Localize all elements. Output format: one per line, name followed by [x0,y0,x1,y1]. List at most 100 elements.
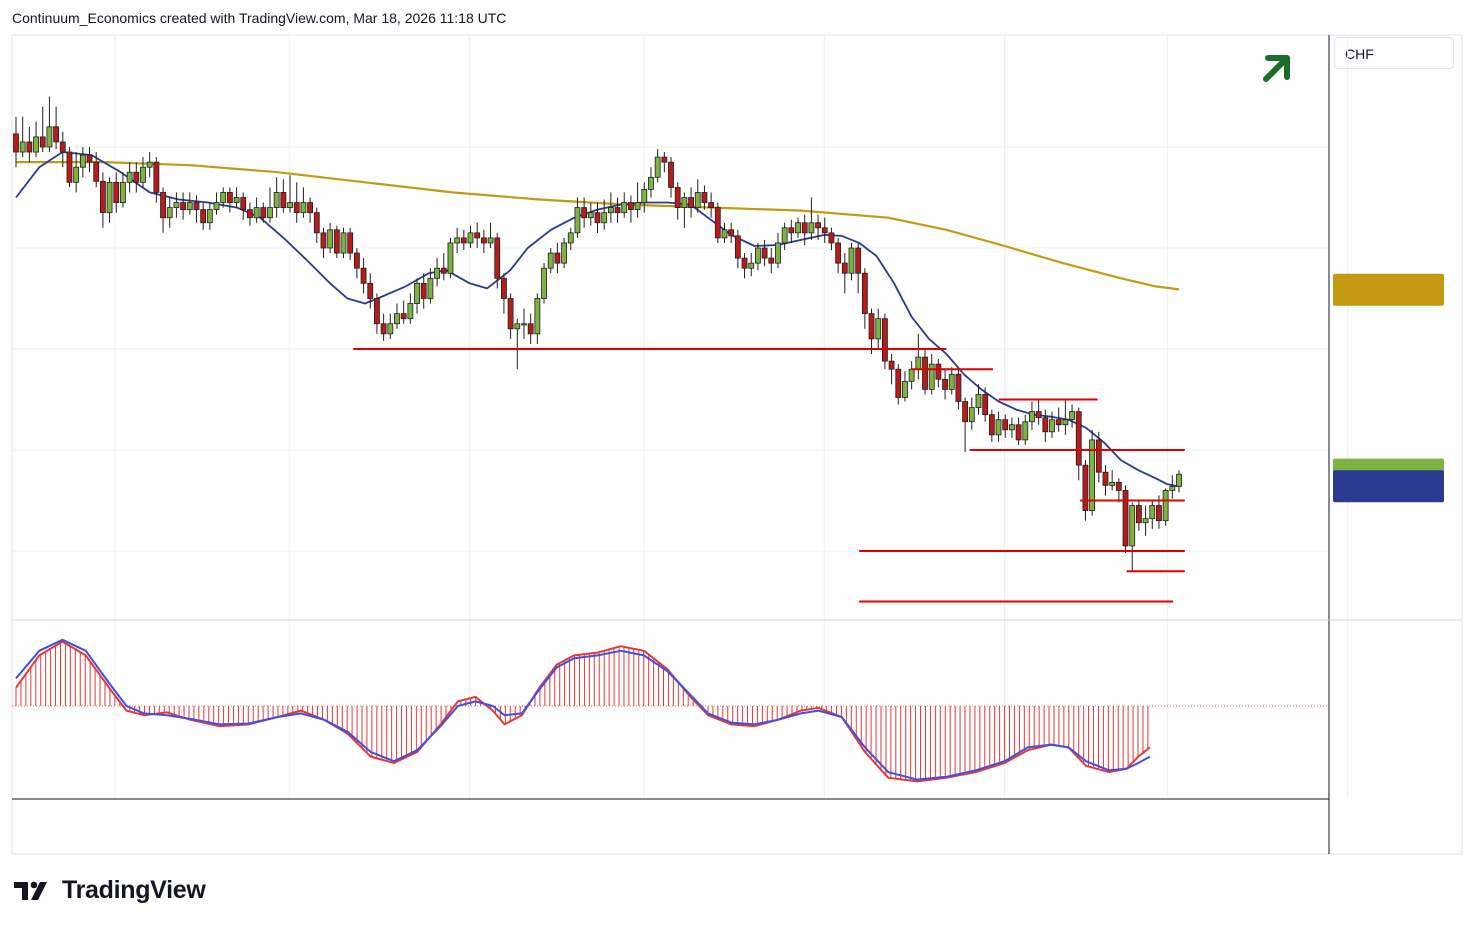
axes [1333,273,1444,503]
candle [280,179,287,213]
candle-body [173,202,180,209]
candle-body [574,207,581,234]
candle-body [1082,464,1089,511]
candle [861,268,868,329]
candle-body [668,161,674,188]
candle [79,147,86,178]
candle-body [1075,411,1082,466]
candle [153,157,160,203]
candle-body [962,401,969,423]
chart-credit-header: Continuum_Economics created with Trading… [12,10,507,26]
candle-body [788,227,795,234]
candle-body [213,202,220,211]
candle-body [922,356,928,390]
candle-body [247,209,253,219]
candle [460,229,467,251]
candle [313,207,320,243]
candle [821,217,828,243]
candle [126,162,133,193]
candle-body [601,212,608,224]
candle [567,227,574,251]
candle-body [79,154,86,168]
candle [213,192,220,215]
candle-body [46,126,53,148]
candle [320,227,327,259]
candle [1135,500,1142,531]
candle [688,187,694,218]
candle-body [1002,419,1009,431]
candle [1169,475,1176,499]
candle-body [440,267,447,274]
candle-body [494,237,501,279]
candle [93,152,100,188]
candle [46,96,53,153]
candle [587,202,594,226]
candle [561,237,567,269]
candle [53,106,60,150]
candle-body [728,229,735,237]
candle-body [313,212,320,234]
candle-body [400,313,407,320]
candle [387,313,394,339]
candle-body [447,242,454,274]
candle [233,187,240,208]
candle-body [554,252,561,264]
ma21-value-badge-bg [1333,470,1444,503]
candle-body [280,192,287,208]
candle [855,242,862,294]
candle [1029,401,1035,430]
candle [220,187,227,208]
candle [353,248,360,279]
candle [795,217,801,238]
candle-body [641,189,648,203]
candle [975,384,982,415]
candle [668,157,674,198]
candle-body [848,247,855,274]
tradingview-logo[interactable]: TradingView [14,876,206,905]
candle [1009,417,1015,438]
candle-body [394,313,400,325]
chart-frame [11,34,1463,855]
candle-body [1129,505,1136,547]
currency-selector[interactable]: CHF [1334,37,1454,69]
candle-body [955,373,962,402]
ma233-value-badge-bg [1333,273,1444,306]
candle-body [614,207,621,214]
candle [1102,465,1109,496]
up-right-arrow-icon [1263,55,1290,82]
candle-body [882,318,888,362]
candle-body [521,323,527,326]
candle [66,147,73,188]
candle [521,308,527,339]
candle [581,197,588,228]
candle-body [474,232,481,239]
candle [1035,399,1042,425]
candle [1115,478,1122,503]
candle-body [487,237,494,244]
candle [781,222,788,251]
candle-body [1149,505,1156,520]
candle [648,167,654,198]
candle-body [166,207,173,219]
candle [99,172,106,228]
candle [948,367,955,395]
candle-body [674,186,681,208]
candle-body [1035,411,1042,419]
candle [995,411,1002,442]
candle-body [755,247,761,264]
candle-body [120,181,126,203]
candle-body [808,222,815,234]
candle-body [607,207,614,214]
candle [848,242,855,281]
candle [273,177,280,218]
candle-body [694,192,701,208]
candle-body [654,156,661,178]
candle [788,219,795,243]
candle [86,147,93,173]
candle [447,237,454,279]
candle [734,229,741,269]
candle [761,239,768,267]
candle [487,222,494,248]
candle [728,222,735,243]
